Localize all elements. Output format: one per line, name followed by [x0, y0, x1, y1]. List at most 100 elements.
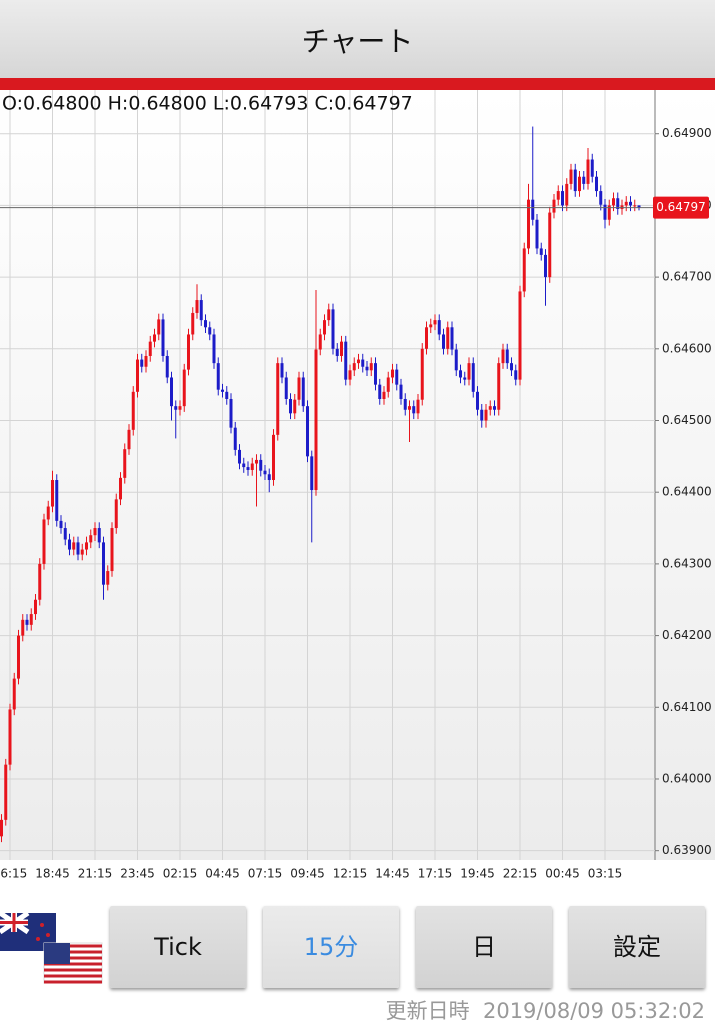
candle-body	[246, 467, 250, 470]
y-tick-label: 0.64200	[662, 628, 712, 642]
x-tick-label: 07:15	[248, 867, 283, 881]
x-tick-label: 14:45	[375, 867, 410, 881]
candle-body	[110, 528, 114, 572]
candle-body	[123, 449, 127, 478]
update-time: 更新日時 2019/08/09 05:32:02	[386, 995, 705, 1025]
candle-body	[386, 377, 390, 392]
candle-body	[153, 334, 156, 342]
candle-body	[403, 398, 407, 410]
candle-body	[229, 398, 233, 428]
candle-body	[191, 312, 195, 335]
candle-body	[527, 199, 530, 249]
candle-body	[344, 341, 348, 380]
candle-body	[476, 391, 479, 410]
candle-body	[17, 635, 20, 679]
usd-flag	[43, 942, 103, 984]
update-label: 更新日時	[385, 999, 470, 1023]
candle-body	[582, 176, 586, 184]
y-tick-label: 0.64000	[662, 771, 712, 785]
candle-body	[459, 370, 462, 378]
candle-body	[165, 355, 169, 378]
candle-body	[378, 384, 382, 399]
x-tick-label: 04:45	[205, 867, 240, 881]
x-tick-label: 17:15	[418, 867, 453, 881]
candle-body	[331, 309, 335, 349]
candle-body	[280, 363, 284, 378]
candle-body	[488, 406, 492, 410]
candle-body	[433, 320, 437, 325]
candle-body	[85, 542, 88, 550]
candle-body	[408, 406, 411, 410]
candle-body	[174, 406, 178, 410]
candle-body	[544, 254, 547, 278]
x-tick-label: 09:45	[290, 867, 325, 881]
candle-body	[178, 406, 182, 410]
candle-body	[301, 377, 305, 407]
x-tick-label: 12:15	[333, 867, 368, 881]
candle-body	[297, 377, 301, 400]
x-tick-label: 23:45	[120, 867, 155, 881]
candle-body	[340, 341, 343, 356]
candle-body	[514, 370, 518, 380]
period-button[interactable]: Tick	[110, 906, 246, 988]
y-tick-label: 0.64300	[662, 556, 712, 570]
candle-body	[93, 528, 97, 536]
candle-body	[119, 477, 122, 500]
period-button[interactable]: 設定	[569, 906, 705, 988]
candle-body	[446, 327, 450, 349]
candle-body	[148, 341, 152, 356]
candle-body	[8, 709, 12, 765]
x-tick-label: 18:45	[35, 867, 70, 881]
candle-body	[442, 334, 445, 349]
candle-body	[595, 176, 598, 192]
candle-body	[42, 519, 46, 564]
x-tick-label: 19:45	[460, 867, 495, 881]
candle-body	[51, 480, 54, 507]
candle-body	[233, 427, 237, 450]
candle-body	[416, 399, 420, 414]
candle-body	[25, 619, 29, 625]
candle-body	[263, 470, 267, 475]
candle-body	[391, 369, 394, 378]
candle-body	[97, 528, 101, 543]
candle-body	[454, 349, 458, 371]
candle-body	[463, 377, 467, 380]
candle-body	[493, 406, 496, 410]
title: チャート	[301, 25, 414, 58]
candle-body	[225, 391, 229, 399]
candle-body	[361, 359, 365, 367]
candle-body	[0, 819, 3, 837]
candle-body	[578, 176, 581, 192]
candle-body	[505, 349, 509, 364]
candle-body	[510, 363, 513, 371]
accent-bar	[0, 78, 715, 90]
candle-body	[34, 599, 37, 615]
candle-body	[365, 366, 369, 371]
candle-body	[55, 480, 59, 521]
candle-body	[216, 363, 220, 390]
candle-body	[238, 449, 241, 464]
candle-body	[412, 406, 416, 414]
candle-body	[480, 409, 484, 421]
candle-body	[63, 528, 67, 540]
x-tick-label: 00:45	[545, 867, 580, 881]
period-button[interactable]: 15分	[263, 906, 399, 988]
candle-body	[284, 377, 288, 399]
x-tick-label: 22:15	[503, 867, 538, 881]
candle-body	[221, 389, 224, 392]
period-button[interactable]: 日	[416, 906, 552, 988]
update-timestamp: 2019/08/09 05:32:02	[482, 999, 705, 1023]
candle-body	[140, 359, 144, 367]
candle-body	[569, 169, 573, 184]
candle-body	[293, 399, 297, 414]
ohlc-readout: O:0.64800 H:0.64800 L:0.64793 C:0.64797	[2, 93, 413, 115]
candle-body	[471, 363, 475, 392]
candle-body	[127, 429, 131, 450]
candle-body	[76, 542, 80, 555]
candle-body	[170, 377, 173, 407]
nzd-flag	[0, 910, 56, 951]
candle-body	[310, 456, 314, 491]
y-tick-label: 0.63900	[662, 843, 712, 857]
candle-body	[144, 355, 148, 367]
